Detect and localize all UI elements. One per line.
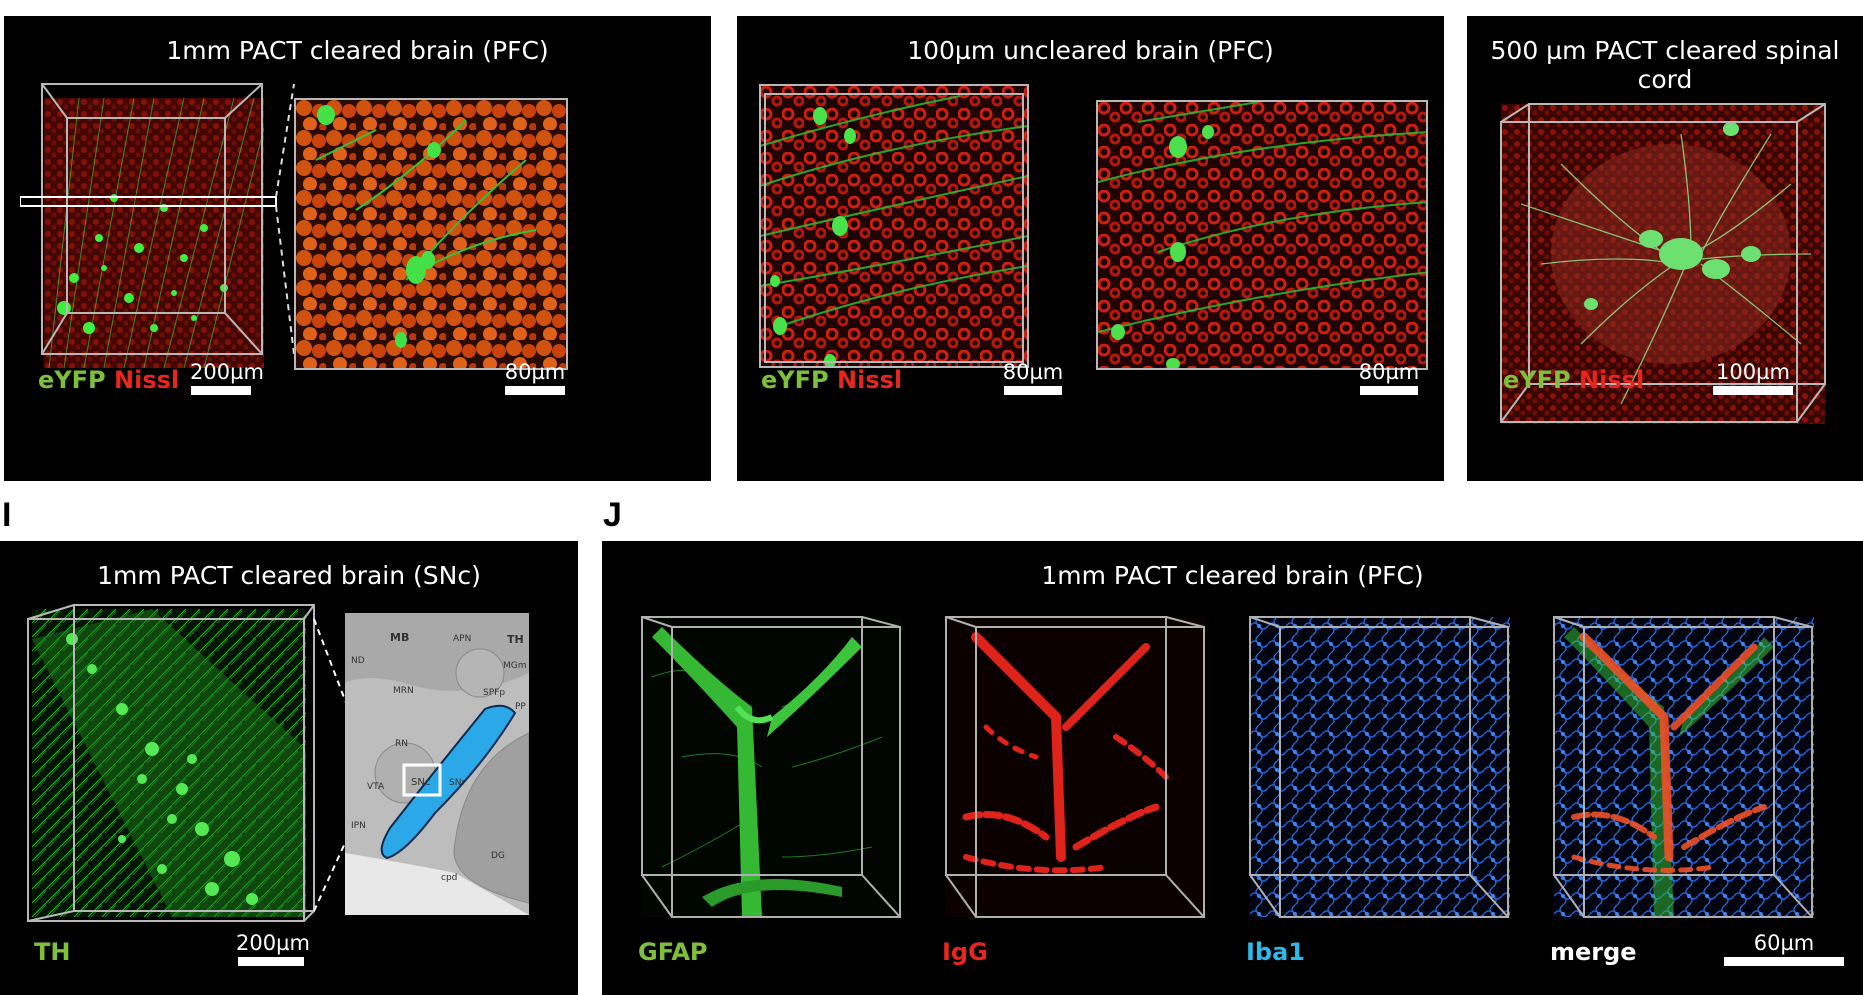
atlas-label-cpd: cpd <box>441 873 457 883</box>
panel-h-legend-nissl: Nissl <box>1579 366 1645 394</box>
panel-h-box-outline <box>1500 103 1826 423</box>
panel-f: 1mm PACT cleared brain (PFC) <box>4 16 711 481</box>
panel-j: 1mm PACT cleared brain (PFC) <box>602 541 1863 995</box>
atlas-label-mb: MB <box>390 631 409 644</box>
atlas-label-ipn: IPN <box>351 821 366 831</box>
panel-j-legend-iba1: Iba1 <box>1246 938 1306 966</box>
panel-i-title: 1mm PACT cleared brain (SNc) <box>97 561 481 590</box>
panel-g: 100µm uncleared brain (PFC) <box>737 16 1444 481</box>
panel-label-j: J <box>603 496 622 534</box>
panel-i-box-outline <box>27 604 364 922</box>
panel-f-box-outline <box>20 83 295 355</box>
atlas-label-pp: PP <box>515 702 526 712</box>
panel-g-scalebar-right: 80µm <box>1358 360 1420 395</box>
panel-g-scale-left-text: 80µm <box>1002 360 1064 384</box>
panel-i-volume-render <box>32 609 306 917</box>
panel-g-box-outline <box>759 84 1029 368</box>
panel-j-gfap-image <box>642 617 902 917</box>
panel-g-scale-right-bar <box>1360 386 1418 395</box>
panel-g-scale-left-bar <box>1004 386 1062 395</box>
panel-j-igg-image <box>946 617 1206 917</box>
panel-f-scale-right-bar <box>505 386 565 395</box>
panel-g-title: 100µm uncleared brain (PFC) <box>907 36 1274 65</box>
panel-f-scalebar-right: 80µm <box>504 360 566 395</box>
panel-j-gfap-box <box>641 616 901 918</box>
atlas-label-nd: ND <box>351 656 365 666</box>
panel-h: 500 µm PACT cleared spinal cord <box>1467 16 1863 481</box>
panel-h-volume-render <box>1501 104 1825 424</box>
atlas-label-spfp: SPFp <box>483 688 505 698</box>
panel-g-legend-eyfp: eYFP <box>761 366 829 394</box>
atlas-label-dg: DG <box>491 851 505 861</box>
panel-j-scale-text: 60µm <box>1753 931 1815 955</box>
panel-j-merge-box <box>1553 616 1813 918</box>
panel-i: 1mm PACT cleared brain (SNc) <box>0 541 578 995</box>
panel-f-legend-eyfp: eYFP <box>38 366 106 394</box>
panel-h-scale-bar <box>1713 386 1793 395</box>
panel-f-zoom-image <box>294 98 568 370</box>
panel-f-scale-right-text: 80µm <box>504 360 566 384</box>
panel-f-scale-left-bar <box>191 386 251 395</box>
atlas-label-snc: SNc <box>411 777 430 788</box>
panel-j-scalebar: 60µm <box>1722 931 1846 966</box>
panel-j-legend-gfap: GFAP <box>638 938 708 966</box>
panel-g-scale-right-text: 80µm <box>1358 360 1420 384</box>
atlas-label-vta: VTA <box>367 782 385 792</box>
panel-i-atlas-map: MB APN TH MRN SPFp RN SNc SNr VTA IPN DG… <box>345 613 529 915</box>
panel-j-iba1-box <box>1249 616 1509 918</box>
panel-i-legend-th: TH <box>34 938 71 966</box>
panel-h-title: 500 µm PACT cleared spinal cord <box>1490 36 1840 94</box>
atlas-label-apn: APN <box>453 634 471 644</box>
atlas-label-mgm: MGm <box>503 661 527 671</box>
panel-f-scalebar-left: 200µm <box>190 360 264 395</box>
panel-i-scalebar: 200µm <box>236 931 310 966</box>
panel-h-legend: eYFP Nissl <box>1503 366 1644 394</box>
panel-f-legend-nissl: Nissl <box>114 366 180 394</box>
panel-j-title: 1mm PACT cleared brain (PFC) <box>1041 561 1424 590</box>
atlas-label-mrn: MRN <box>393 686 414 696</box>
panel-i-scale-text: 200µm <box>236 931 310 955</box>
panel-h-scale-text: 100µm <box>1716 360 1790 384</box>
panel-g-legend-nissl: Nissl <box>837 366 903 394</box>
atlas-label-th: TH <box>507 633 524 646</box>
atlas-label-snr: SNr <box>449 778 465 788</box>
panel-g-legend: eYFP Nissl <box>761 366 902 394</box>
panel-g-scalebar-left: 80µm <box>1002 360 1064 395</box>
panel-f-volume-render <box>44 98 264 368</box>
panel-j-iba1-image <box>1250 617 1510 917</box>
panel-h-legend-eyfp: eYFP <box>1503 366 1571 394</box>
panel-j-legend-merge: merge <box>1550 938 1637 966</box>
panel-g-zoom-image <box>1096 100 1428 370</box>
panel-f-title: 1mm PACT cleared brain (PFC) <box>166 36 549 65</box>
panel-j-igg-box <box>945 616 1205 918</box>
panel-j-scale-bar <box>1724 957 1844 966</box>
panel-label-i: I <box>2 496 12 534</box>
panel-f-legend: eYFP Nissl <box>38 366 179 394</box>
panel-j-merge-image <box>1554 617 1814 917</box>
panel-j-legend-igg: IgG <box>942 938 988 966</box>
panel-i-scale-bar <box>238 957 304 966</box>
panel-f-scale-left-text: 200µm <box>190 360 264 384</box>
atlas-label-rn: RN <box>395 739 408 749</box>
panel-h-scalebar: 100µm <box>1712 360 1794 395</box>
panel-g-volume-render <box>760 86 1028 368</box>
